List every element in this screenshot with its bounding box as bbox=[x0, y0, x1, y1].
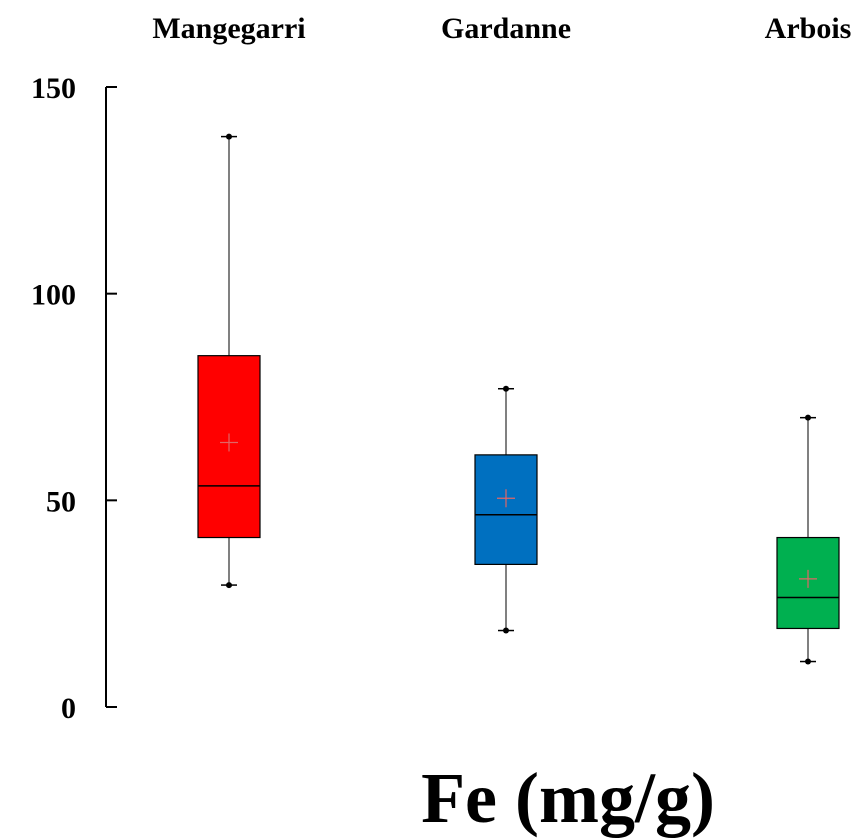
box-mangegarri bbox=[197, 133, 261, 589]
boxes bbox=[197, 133, 840, 665]
min-point bbox=[503, 627, 509, 634]
x-axis-label: Fe (mg/g) bbox=[421, 758, 715, 838]
min-point bbox=[805, 658, 811, 665]
category-label: Mangegarri bbox=[152, 12, 305, 45]
box-gardanne bbox=[474, 385, 538, 634]
y-tick-label: 0 bbox=[61, 692, 76, 725]
y-axis: 0 50 100 150 bbox=[31, 72, 117, 725]
y-tick-label: 50 bbox=[46, 485, 76, 518]
category-label: Gardanne bbox=[441, 12, 571, 45]
iqr-box bbox=[197, 355, 261, 539]
max-point bbox=[503, 385, 509, 392]
max-point bbox=[226, 133, 232, 140]
category-label: Arbois bbox=[765, 12, 852, 45]
category-labels: Mangegarri Gardanne Arbois bbox=[152, 12, 851, 45]
max-point bbox=[805, 414, 811, 421]
min-point bbox=[226, 582, 232, 589]
y-tick-label: 100 bbox=[31, 279, 76, 312]
iqr-box bbox=[474, 454, 538, 566]
box-arbois bbox=[776, 414, 840, 665]
y-tick-label: 150 bbox=[31, 72, 76, 105]
